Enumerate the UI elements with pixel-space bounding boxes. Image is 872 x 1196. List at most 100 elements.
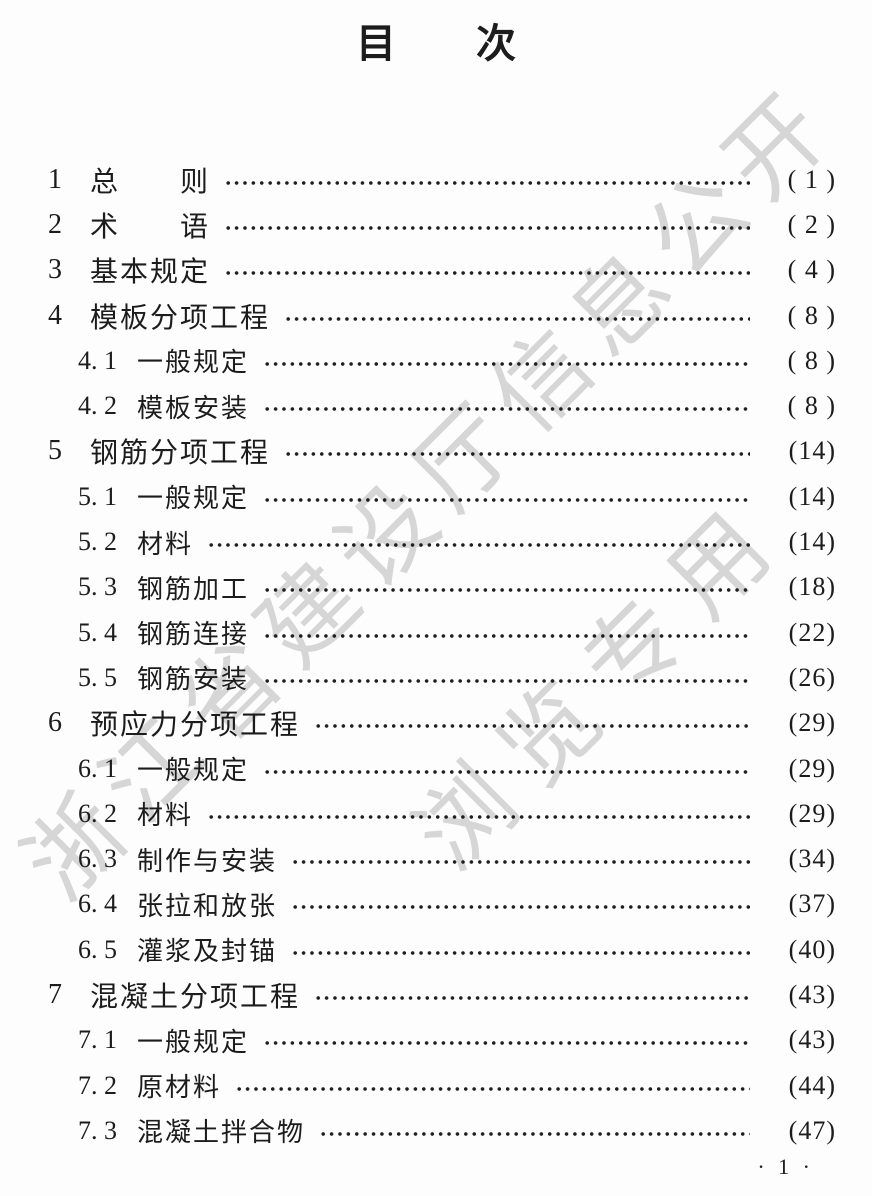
toc-entry-page: ( 2 ) (787, 209, 836, 239)
toc-entry-page: (29) (788, 798, 836, 828)
toc-entry-number: 7. 2 (78, 1070, 117, 1100)
toc-entry-title: 一般规定 (137, 484, 250, 514)
dot-leader (235, 1084, 750, 1093)
toc-entry-number: 7. 1 (78, 1025, 117, 1055)
toc-entry-title: 预应力分项工程 (90, 710, 301, 742)
dot-leader (263, 495, 750, 504)
toc-list: 1 总 则 ( 1 ) 2 术 语 ( 2 ) 3 基本规定 ( 4 ) 4 模板分项工程 ( 8 )… (48, 157, 836, 1154)
dot-leader (263, 359, 750, 368)
toc-entry-number: 5. 2 (78, 527, 117, 557)
toc-entry: 5. 4 钢筋连接 (22) (78, 610, 836, 655)
toc-entry: 6. 5 灌浆及封锚 (40) (78, 927, 836, 972)
toc-entry-number: 6. 1 (78, 753, 117, 783)
toc-entry-page: ( 8 ) (787, 300, 836, 330)
toc-entry-page: (44) (788, 1070, 836, 1100)
dot-leader (224, 178, 750, 187)
toc-entry-number: 4. 2 (78, 391, 117, 421)
dot-leader (224, 269, 750, 278)
toc-entry-number: 6. 2 (78, 798, 117, 828)
toc-entry: 4. 2 模板安装 ( 8 ) (78, 383, 836, 428)
toc-entry-number: 2 (48, 208, 62, 240)
dot-leader (291, 903, 750, 912)
toc-entry-number: 6. 3 (78, 844, 117, 874)
toc-entry-page: (29) (788, 708, 836, 738)
toc-entry: 5. 3 钢筋加工 (18) (78, 565, 836, 610)
toc-entry: 5. 1 一般规定 (14) (78, 474, 836, 519)
dot-leader (263, 631, 750, 640)
toc-entry-number: 6. 5 (78, 934, 117, 964)
toc-entry: 5 钢筋分项工程 (14) (48, 429, 836, 474)
page-number-footer: · 1 · (757, 1154, 814, 1179)
toc-entry-title: 材料 (137, 801, 194, 831)
toc-entry-number: 5. 3 (78, 572, 117, 602)
toc-entry: 7. 2 原材料 (44) (78, 1063, 836, 1108)
toc-entry-number: 5. 5 (78, 662, 117, 692)
dot-leader (291, 948, 750, 957)
toc-entry-page: (29) (788, 753, 836, 783)
toc-entry-number: 4 (48, 299, 62, 331)
dot-leader (314, 993, 750, 1002)
toc-entry-number: 4. 1 (78, 345, 117, 375)
toc-entry-title: 一般规定 (137, 348, 250, 378)
toc-entry: 5. 2 材料 (14) (78, 519, 836, 564)
toc-entry: 6. 4 张拉和放张 (37) (78, 882, 836, 927)
toc-entry-page: (22) (788, 617, 836, 647)
dot-leader (314, 722, 750, 731)
toc-entry-page: (37) (788, 889, 836, 919)
toc-entry-title: 一般规定 (137, 1027, 250, 1057)
dot-leader (263, 405, 750, 414)
toc-entry-title: 原材料 (137, 1073, 222, 1103)
toc-entry-page: (18) (788, 572, 836, 602)
toc-entry-page: (14) (788, 527, 836, 557)
toc-entry-title: 术 语 (90, 211, 211, 243)
toc-entry-number: 6. 4 (78, 889, 117, 919)
toc-entry-title: 混凝土分项工程 (90, 981, 301, 1013)
toc-entry-page: (26) (788, 662, 836, 692)
dot-leader (284, 450, 750, 459)
toc-entry-number: 5. 1 (78, 481, 117, 511)
toc-entry-number: 3 (48, 254, 62, 286)
page-title: 目 次 (356, 21, 516, 66)
toc-entry-number: 5 (48, 435, 62, 467)
dot-leader (284, 314, 750, 323)
dot-leader (224, 223, 750, 232)
dot-leader (263, 586, 750, 595)
toc-entry-page: (14) (788, 481, 836, 511)
toc-entry-title: 一般规定 (137, 756, 250, 785)
toc-entry-page: (34) (788, 844, 836, 874)
toc-entry-title: 制作与安装 (137, 846, 278, 876)
dot-leader (207, 541, 750, 550)
toc-entry-page: (40) (788, 934, 836, 964)
toc-entry-page: (47) (788, 1115, 836, 1145)
toc-entry-page: (43) (788, 979, 836, 1009)
toc-entry-title: 模板安装 (137, 393, 250, 423)
toc-entry: 6. 2 材料 (29) (78, 791, 836, 836)
dot-leader (207, 812, 750, 821)
toc-entry: 7 混凝土分项工程 (43) (48, 972, 836, 1017)
toc-entry-page: ( 4 ) (787, 255, 836, 285)
dot-leader (263, 1039, 750, 1048)
toc-entry: 6. 3 制作与安装 (34) (78, 836, 836, 881)
toc-entry-title: 钢筋加工 (137, 574, 250, 604)
toc-entry-title: 总 则 (90, 166, 211, 198)
toc-entry-title: 灌浆及封锚 (137, 937, 278, 967)
toc-entry-page: ( 8 ) (787, 391, 836, 421)
dot-leader (263, 767, 750, 776)
toc-entry: 7. 3 混凝土拌合物 (47) (78, 1108, 836, 1153)
dot-leader (263, 676, 750, 685)
toc-entry-number: 1 (48, 163, 62, 195)
toc-entry: 7. 1 一般规定 (43) (78, 1018, 836, 1063)
toc-entry-page: (43) (788, 1025, 836, 1055)
toc-entry: 2 术 语 ( 2 ) (48, 202, 836, 247)
toc-entry-title: 基本规定 (90, 257, 211, 289)
dot-leader (319, 1129, 750, 1138)
toc-entry: 4. 1 一般规定 ( 8 ) (78, 338, 836, 383)
toc-entry-number: 7 (48, 978, 62, 1010)
toc-entry: 5. 5 钢筋安装 (26) (78, 655, 836, 700)
toc-entry-number: 6 (48, 707, 62, 739)
toc-entry: 6. 1 一般规定 (29) (78, 746, 836, 791)
dot-leader (291, 858, 750, 867)
toc-entry-title: 材料 (137, 529, 194, 559)
toc-entry-title: 钢筋连接 (137, 620, 250, 650)
